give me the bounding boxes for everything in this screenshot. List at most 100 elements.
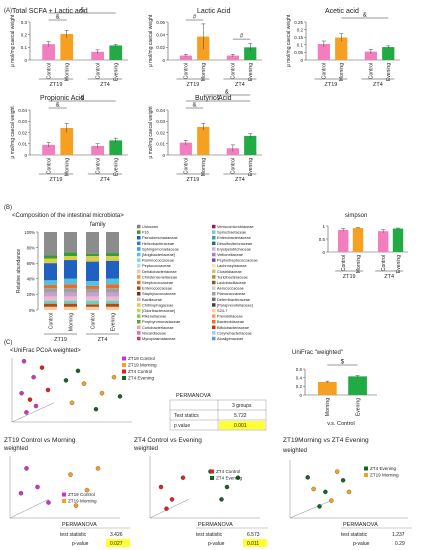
legend-swatch	[137, 325, 141, 330]
stack-segment	[44, 280, 57, 286]
y-tick-label: 0.1	[297, 43, 304, 48]
permanova-table-3: PERMANOVA test statistic 6.573 p-value 0…	[196, 522, 268, 547]
y-tick-label: 0.04	[156, 32, 165, 37]
legend-swatch	[137, 308, 141, 313]
bar	[42, 44, 55, 60]
legend-label: [Paraprevotellaceae]	[217, 302, 253, 307]
x-tick-label: Control	[95, 63, 101, 79]
legend-swatch	[212, 336, 216, 341]
bar	[179, 55, 192, 60]
chart-title: Total SCFA + Lactic acid	[12, 8, 88, 15]
y-tick-label: 0.3	[21, 20, 28, 25]
x-tick-label: Evening	[355, 398, 361, 416]
group-label: ZT19	[186, 177, 199, 183]
bar-chart-simpson: simpson 0 0.5 1 Control Morning Control Evening…	[319, 213, 408, 280]
legend-label: Ruminococcaceae	[142, 258, 174, 263]
x-tick-label: Control	[184, 158, 190, 174]
pcoa-point	[39, 365, 45, 370]
pc-axis	[9, 499, 49, 519]
y-tick-label: 0.6	[296, 367, 303, 372]
legend-label: Desulfovibrionaceae	[217, 241, 252, 246]
permanova2-val2: 0.027	[110, 541, 123, 547]
significance-label: &	[80, 8, 84, 14]
bar	[378, 231, 389, 252]
legend-label: [Odoribacteraceae]	[142, 308, 175, 313]
legend-label: F16	[142, 230, 149, 235]
legend-swatch	[62, 492, 66, 497]
y-tick-label: 0.06	[156, 20, 165, 25]
permanova2-highlight	[106, 539, 130, 547]
legend-swatch	[212, 258, 216, 262]
bar	[91, 146, 104, 155]
legend-swatch	[137, 297, 141, 302]
legend-label: Chitinophagaceae	[142, 302, 173, 307]
legend-label: Helicobacteraceae	[142, 241, 174, 246]
permanova-highlight	[219, 421, 265, 430]
stack-segment	[86, 292, 99, 297]
legend-swatch	[137, 303, 141, 307]
y-tick-label: 0	[299, 393, 302, 398]
x-tick-label: Morning	[65, 63, 71, 81]
legend-swatch	[212, 331, 216, 335]
x-tick-label: Control	[46, 63, 52, 79]
legend-swatch	[137, 247, 141, 251]
stack-segment	[64, 260, 77, 279]
stack-segment	[44, 263, 57, 281]
y-tick-label: 0.02	[18, 130, 27, 135]
significance-label: &	[216, 96, 220, 102]
legend-label: Bacillaceae	[142, 297, 162, 302]
y-tick-label: 100%	[24, 230, 35, 235]
legend-label: ZT4 Control	[216, 469, 240, 474]
bar-chart-unifrac: UniFrac "weighted" 0 0.2 0.4 0.6 Morning Eveni…	[292, 350, 377, 427]
x-tick-label: Control	[231, 63, 237, 79]
significance-label: #	[193, 15, 197, 21]
x-tick-label: Control	[369, 63, 375, 79]
pcoa-point	[84, 487, 90, 493]
legend-label: Lactobacillaceae	[217, 280, 246, 285]
bar-chart-lactic-acid: Lactic Acid 0 0.02 0.04 0.06μ mol/mg caecal …	[148, 8, 262, 88]
x-tick-label: Evening	[114, 63, 120, 81]
legend-label: Porphyromonadaceae	[142, 319, 180, 324]
stack-segment	[86, 285, 99, 289]
pcoa-point	[24, 466, 29, 471]
pcoa-point	[305, 475, 310, 480]
x-tick-label: Evening	[396, 255, 402, 273]
group-label: ZT19	[54, 337, 67, 343]
legend-label: ZT19 Morning	[128, 363, 157, 368]
legend-label: Mycoplasmataceae	[142, 336, 176, 341]
x-tick-label: Morning	[325, 398, 331, 416]
y-tick-label: 0.2	[297, 27, 304, 32]
x-tick-label: Morning	[201, 158, 207, 176]
permanova3-title: PERMANOVA	[198, 522, 233, 528]
legend-label: S24-7	[217, 308, 227, 313]
y-tick-label: 0%	[29, 308, 35, 313]
significance-label: $	[341, 360, 345, 366]
pcoa-point	[340, 478, 346, 483]
y-tick-label: 0.15	[294, 35, 303, 40]
stack-segment	[44, 300, 57, 304]
legend-swatch	[212, 303, 216, 307]
bar	[60, 128, 74, 155]
stack-segment	[44, 296, 57, 301]
group-label: ZT4	[235, 82, 245, 88]
bar	[91, 51, 104, 60]
pcoa-point	[311, 486, 316, 492]
stack-segment	[64, 292, 77, 297]
stack-segment	[86, 281, 99, 286]
stack-segment	[106, 256, 119, 261]
legend-swatch	[122, 356, 126, 361]
y-tick-label: 0.2	[21, 32, 28, 37]
y-tick-label: 0	[322, 250, 325, 255]
legend-swatch	[137, 275, 141, 279]
significance-label: &	[363, 13, 367, 19]
panel-label-b: (B)	[4, 205, 12, 211]
bar	[317, 44, 330, 60]
legend-swatch	[212, 241, 216, 246]
legend-label: Erysipelotrichaceae	[217, 246, 251, 251]
legend-swatch	[137, 336, 141, 341]
bar-chart-acetic-acid: Acetic acid 0 0.05 0.1 0.15 0.2 0.25μ mol/mg c…	[286, 8, 400, 88]
bar	[42, 144, 55, 155]
x-tick-label: Control	[90, 313, 96, 329]
pc-axis	[289, 500, 332, 519]
significance-label: #	[240, 34, 244, 40]
